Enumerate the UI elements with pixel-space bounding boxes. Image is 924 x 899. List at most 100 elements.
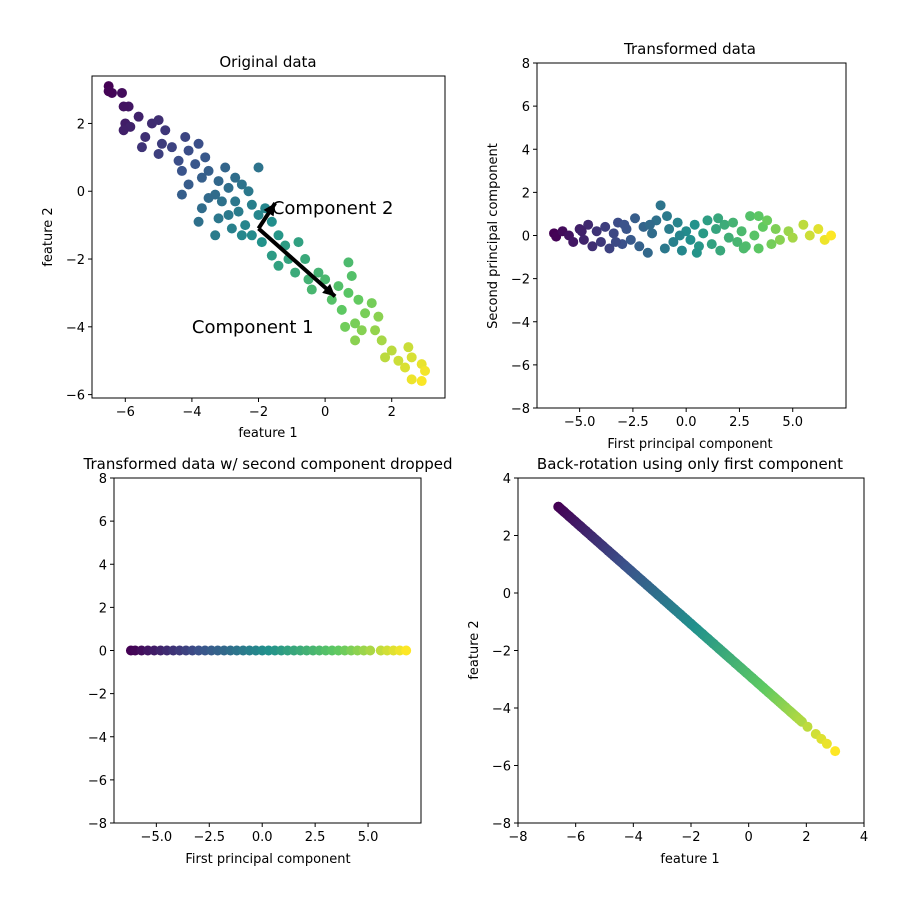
chart-title: Original data [219, 53, 316, 71]
y-tick-label: 0 [522, 230, 530, 245]
data-point [393, 355, 404, 366]
x-tick-label: 2 [802, 830, 810, 845]
data-point [290, 267, 301, 278]
data-point [642, 247, 653, 258]
x-axis-label: First principal component [607, 437, 772, 452]
data-point [830, 746, 841, 757]
chart-second-component-dropped: Transformed data w/ second component dro… [83, 455, 453, 867]
x-tick-label: 5.0 [358, 830, 379, 845]
data-point [804, 230, 815, 241]
y-tick-label: 0 [99, 645, 107, 660]
arrow-head [322, 283, 336, 297]
data-point [738, 243, 749, 254]
data-point [608, 228, 619, 239]
data-point [420, 365, 431, 376]
data-point [386, 345, 397, 356]
data-point [160, 125, 171, 136]
y-tick-label: −8 [511, 402, 530, 417]
data-point [153, 115, 164, 126]
y-tick-label: −2 [66, 253, 85, 268]
x-tick-label: 5.0 [782, 415, 803, 430]
data-point [173, 155, 184, 166]
data-point [156, 138, 167, 149]
data-point [216, 196, 227, 207]
y-tick-label: 2 [99, 601, 107, 616]
y-tick-label: 6 [522, 100, 530, 115]
data-point [346, 270, 357, 281]
plot-frame [536, 62, 847, 409]
data-point [595, 236, 606, 247]
data-point [403, 342, 414, 353]
data-point [630, 213, 641, 224]
data-point [668, 236, 679, 247]
data-point [795, 715, 806, 726]
x-tick-label: 0 [321, 405, 329, 420]
data-point [711, 224, 722, 235]
chart-back-rotation: Back-rotation using only first component… [467, 455, 868, 867]
data-point [766, 239, 777, 250]
data-point [732, 236, 743, 247]
data-point [176, 189, 187, 200]
x-axis-label: First principal component [185, 852, 350, 867]
data-point [723, 232, 734, 243]
data-point [166, 142, 177, 153]
y-tick-label: −6 [88, 774, 107, 789]
annotation: Component 1 [192, 317, 314, 338]
data-point [353, 294, 364, 305]
data-point [320, 274, 331, 285]
data-point [183, 145, 194, 156]
data-point [230, 196, 241, 207]
y-tick-label: 0 [77, 185, 85, 200]
x-tick-label: −5.0 [564, 415, 596, 430]
x-tick-label: −8 [508, 830, 527, 845]
data-point [176, 165, 187, 176]
data-point [762, 215, 773, 226]
y-tick-label: 4 [99, 558, 107, 573]
x-tick-label: 2.5 [729, 415, 750, 430]
data-point [604, 243, 615, 254]
x-tick-label: −6 [566, 830, 585, 845]
data-point [706, 239, 717, 250]
data-point [253, 162, 264, 173]
x-tick-label: −2 [249, 405, 268, 420]
data-point [691, 247, 702, 258]
data-point [587, 241, 598, 252]
y-tick-label: 4 [522, 143, 530, 158]
data-point [236, 179, 247, 190]
data-point [306, 284, 317, 295]
data-point [736, 226, 747, 237]
data-point [625, 234, 636, 245]
x-tick-label: −6 [116, 405, 135, 420]
x-tick-label: −4 [182, 405, 201, 420]
x-tick-label: −2 [681, 830, 700, 845]
data-point [273, 260, 284, 271]
x-tick-label: 0.0 [676, 415, 697, 430]
chart-title: Back-rotation using only first component [537, 455, 843, 473]
data-point [753, 243, 764, 254]
y-tick-label: −8 [88, 817, 107, 832]
data-point [365, 645, 376, 656]
y-tick-label: −6 [511, 359, 530, 374]
data-point [343, 287, 354, 298]
data-point [647, 228, 658, 239]
data-point [644, 219, 655, 230]
data-point [343, 257, 354, 268]
y-tick-label: −4 [66, 321, 85, 336]
data-point [326, 294, 337, 305]
y-tick-label: 8 [99, 472, 107, 487]
data-point [749, 230, 760, 241]
data-point [226, 223, 237, 234]
y-tick-label: −6 [492, 760, 511, 775]
data-point [400, 362, 411, 373]
data-point [233, 206, 244, 217]
data-point [373, 311, 384, 322]
plot-frame [113, 477, 422, 824]
data-point [798, 219, 809, 230]
data-point [356, 325, 367, 336]
data-point [220, 162, 231, 173]
y-tick-label: −4 [88, 731, 107, 746]
plot-frame [91, 75, 446, 399]
y-tick-label: 6 [99, 515, 107, 530]
x-tick-label: 2 [388, 405, 396, 420]
